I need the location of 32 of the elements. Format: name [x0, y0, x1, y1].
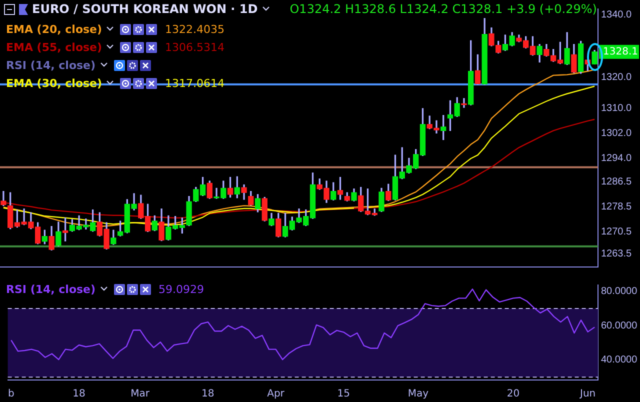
x-tick-label: 20: [506, 388, 520, 400]
y-tick-label: 1340.0: [601, 9, 632, 20]
annotation: 59.0929: [158, 282, 204, 296]
y-tick-label: 80.0000: [601, 286, 638, 298]
annotation: 1306.5314: [165, 40, 225, 54]
x-tick-label: May: [408, 388, 429, 400]
annotation: 1328.1: [603, 46, 638, 58]
text: EMA (20, close): [6, 22, 102, 36]
x-tick-label: 18: [202, 388, 214, 400]
annotation: 1322.4035: [165, 22, 225, 36]
annotation: RSI (14, close): [6, 58, 96, 72]
text: EMA (55, close): [6, 40, 102, 54]
x-tick-label: 18: [72, 388, 86, 400]
text: RSI (14, close): [6, 282, 96, 296]
chart-title: EURO / SOUTH KOREAN WON · 1D: [32, 2, 258, 16]
y-tick-label: 1320.0: [601, 72, 632, 83]
x-tick-label: 15: [337, 388, 350, 400]
y-tick-label: 40.0000: [601, 354, 638, 366]
y-tick-label: 1278.5: [601, 202, 632, 213]
candlestick: [461, 98, 467, 108]
y-tick-label: 1302.0: [601, 128, 632, 140]
y-tick-label: 1310.0: [601, 103, 632, 114]
y-tick-label: 60.0000: [601, 320, 638, 332]
chart-subtitle: O1324.2 H1328.6 L1324.2 C1328.1 +3.9 (+0.29%): [290, 2, 597, 16]
x-tick-label: Apr: [267, 388, 286, 400]
y-tick-label: 1270.5: [601, 226, 632, 238]
x-tick-label: Mar: [130, 388, 150, 400]
x-tick-label: Jun: [579, 388, 596, 400]
y-tick-label: 1263.5: [601, 248, 632, 260]
y-tick-label: 1294.0: [601, 153, 632, 164]
y-tick-label: 1286.5: [601, 176, 632, 188]
x-tick-label: b: [8, 388, 14, 400]
